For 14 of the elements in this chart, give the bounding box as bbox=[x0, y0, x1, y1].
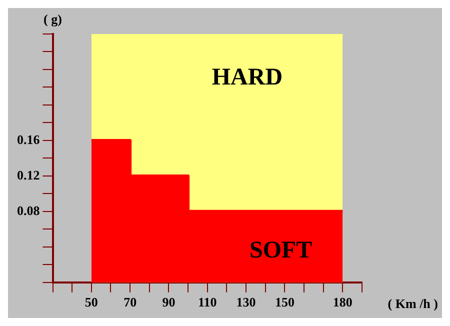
x-tick-label: 90 bbox=[162, 294, 176, 310]
x-axis-title: ( Km /h ) bbox=[388, 296, 438, 311]
x-tick-label: 110 bbox=[198, 294, 217, 310]
series-label: HARD bbox=[212, 64, 283, 91]
y-tick-label: 0.08 bbox=[17, 202, 40, 218]
y-tick-label: 0.12 bbox=[17, 167, 40, 182]
x-tick-label: 180 bbox=[332, 294, 352, 310]
y-tick-label: 0.16 bbox=[17, 132, 40, 147]
x-tick-label: 150 bbox=[274, 294, 294, 310]
series-label: SOFT bbox=[249, 238, 312, 264]
x-tick-label: 50 bbox=[84, 294, 98, 310]
x-tick-label: 130 bbox=[236, 294, 256, 310]
y-axis-title: ( g) bbox=[44, 11, 62, 26]
x-tick-label: 70 bbox=[124, 294, 137, 310]
